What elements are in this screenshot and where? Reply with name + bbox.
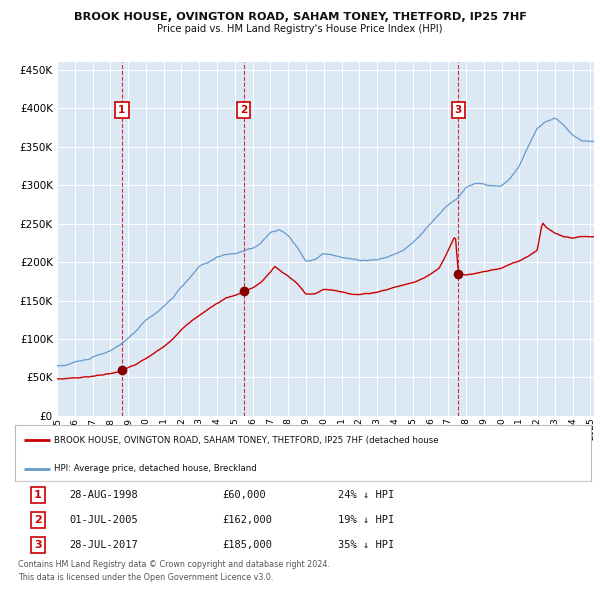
Text: £185,000: £185,000 [223, 540, 272, 550]
Text: Price paid vs. HM Land Registry's House Price Index (HPI): Price paid vs. HM Land Registry's House … [157, 24, 443, 34]
Text: £60,000: £60,000 [223, 490, 266, 500]
Text: 35% ↓ HPI: 35% ↓ HPI [338, 540, 394, 550]
Text: 3: 3 [455, 105, 462, 114]
Text: 3: 3 [34, 540, 42, 550]
Text: £162,000: £162,000 [223, 515, 272, 525]
Text: This data is licensed under the Open Government Licence v3.0.: This data is licensed under the Open Gov… [18, 573, 274, 582]
Text: 24% ↓ HPI: 24% ↓ HPI [338, 490, 394, 500]
Text: HPI: Average price, detached house, Breckland: HPI: Average price, detached house, Brec… [54, 464, 257, 473]
Text: BROOK HOUSE, OVINGTON ROAD, SAHAM TONEY, THETFORD, IP25 7HF (detached house: BROOK HOUSE, OVINGTON ROAD, SAHAM TONEY,… [54, 436, 439, 445]
Text: 2: 2 [34, 515, 42, 525]
Text: 19% ↓ HPI: 19% ↓ HPI [338, 515, 394, 525]
Text: BROOK HOUSE, OVINGTON ROAD, SAHAM TONEY, THETFORD, IP25 7HF: BROOK HOUSE, OVINGTON ROAD, SAHAM TONEY,… [74, 12, 527, 22]
Text: 2: 2 [240, 105, 247, 114]
Text: 28-AUG-1998: 28-AUG-1998 [70, 490, 139, 500]
Text: 1: 1 [34, 490, 42, 500]
Text: 28-JUL-2017: 28-JUL-2017 [70, 540, 139, 550]
Text: 1: 1 [118, 105, 125, 114]
Text: Contains HM Land Registry data © Crown copyright and database right 2024.: Contains HM Land Registry data © Crown c… [18, 560, 330, 569]
Text: 01-JUL-2005: 01-JUL-2005 [70, 515, 139, 525]
